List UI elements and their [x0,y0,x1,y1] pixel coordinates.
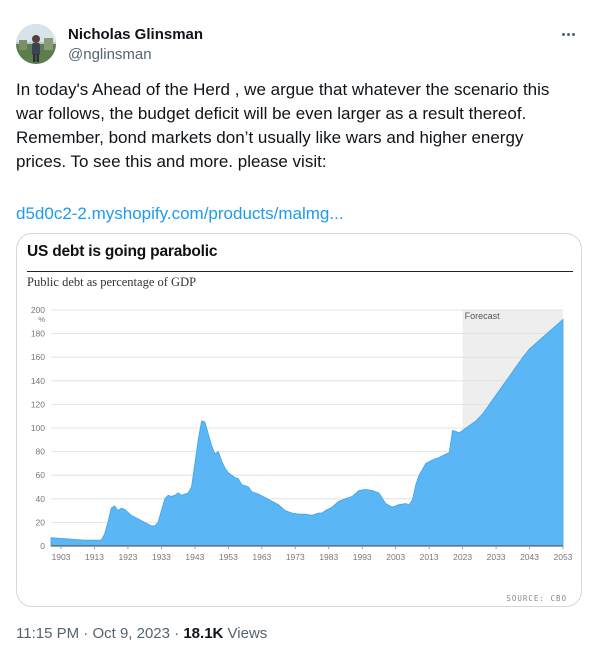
x-tick-label: 1953 [219,552,238,562]
tweet-time[interactable]: 11:15 PM [16,625,80,642]
y-tick-label: 20 [36,517,46,527]
chart-title: US debt is going parabolic [27,243,218,260]
tweet-media-chart[interactable]: US debt is going parabolic Public debt a… [16,233,582,607]
y-tick-label: 200 [31,305,45,315]
more-dot-icon [566,32,570,36]
y-tick-label: 0 [40,541,45,551]
x-tick-label: 2053 [554,552,573,562]
more-options-button[interactable] [556,22,580,46]
views-count[interactable]: 18.1K [183,625,224,642]
x-tick-label: 2013 [420,552,439,562]
title-divider [27,271,573,272]
more-dot-icon [571,32,575,36]
y-tick-label: 160 [31,352,45,362]
x-tick-label: 2003 [386,552,405,562]
y-tick-label: 100 [31,423,45,433]
user-handle[interactable]: @nglinsman [68,46,152,63]
tweet-link[interactable]: d5d0c2-2.myshopify.com/products/malmg... [16,204,344,223]
chart-source: SOURCE: CBO [506,594,567,603]
avatar[interactable] [16,24,56,64]
tweet-text: In today's Ahead of the Herd , we argue … [16,80,550,171]
x-tick-label: 1963 [252,552,271,562]
display-name[interactable]: Nicholas Glinsman [68,26,204,43]
y-tick-label: 120 [31,399,45,409]
x-tick-label: 2033 [487,552,506,562]
x-tick-label: 1933 [152,552,171,562]
x-tick-label: 1973 [286,552,305,562]
x-tick-label: 1943 [185,552,204,562]
y-tick-label: 40 [36,494,46,504]
chart-plot: 0 20 40 60 80 100 120 140 160 180 200% 1903 1913 1923… [31,305,573,562]
y-tick-label: 140 [31,376,45,386]
x-tick-label: 1923 [119,552,138,562]
x-tick-label: 2043 [520,552,539,562]
x-tick-label: 1983 [319,552,338,562]
y-tick-label: 80 [36,447,46,457]
x-tick-label: 2023 [453,552,472,562]
x-tick-label: 1903 [52,552,71,562]
y-tick-label: 180 [31,329,45,339]
forecast-label: Forecast [465,311,501,321]
y-unit-label: % [38,315,45,324]
tweet-date[interactable]: Oct 9, 2023 [92,625,170,642]
more-dot-icon [561,32,565,36]
x-tick-label: 1913 [85,552,104,562]
x-tick-label: 1993 [353,552,372,562]
y-tick-label: 60 [36,470,46,480]
views-label[interactable]: Views [227,625,268,642]
tweet-meta: 11:15 PM · Oct 9, 2023 · 18.1K Views [16,625,267,642]
series-area [50,318,564,547]
meta-separator: · [174,625,180,642]
chart-subtitle: Public debt as percentage of GDP [27,275,197,289]
meta-separator: · [83,625,89,642]
